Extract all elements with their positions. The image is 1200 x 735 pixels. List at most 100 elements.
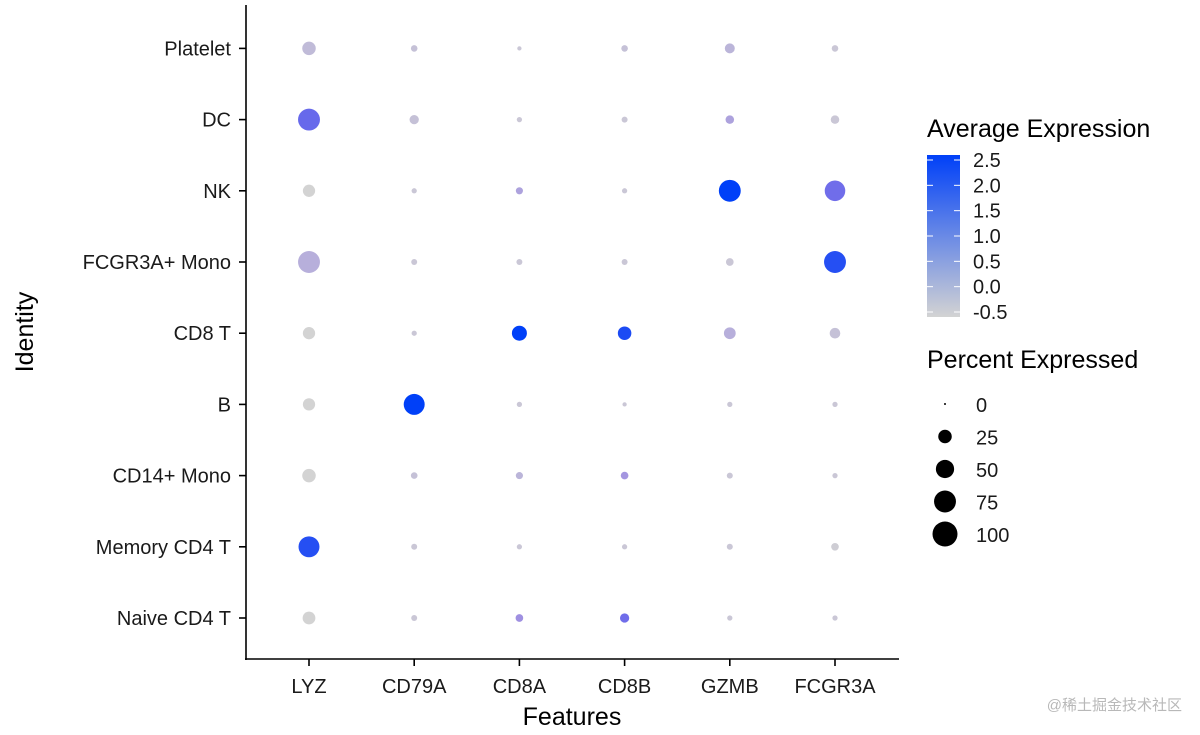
dots-layer bbox=[298, 41, 846, 625]
dot-cd14-mono-fcgr3a bbox=[832, 472, 838, 479]
dot-fcgr3a-mono-fcgr3a bbox=[824, 251, 846, 273]
x-axis-title: Features bbox=[523, 703, 622, 731]
size-legend-dot bbox=[934, 490, 956, 513]
dot-memory-cd4-t-gzmb bbox=[726, 543, 733, 550]
color-legend-label: 0.5 bbox=[973, 251, 1001, 273]
dot-cd14-mono-cd79a bbox=[410, 472, 418, 479]
dot-nk-fcgr3a bbox=[824, 180, 846, 202]
x-tick-label: CD8B bbox=[598, 676, 651, 698]
dot-naive-cd4-t-cd8b bbox=[619, 613, 630, 623]
dot-b-cd8a bbox=[516, 401, 523, 408]
dot-cd8-t-fcgr3a bbox=[829, 327, 841, 339]
size-legend-dot bbox=[944, 403, 946, 405]
plot-area: Naive CD4 T Memory CD4 T CD14+ Mono B CD8 T F… bbox=[83, 5, 899, 698]
size-legend-label: 75 bbox=[976, 493, 998, 515]
x-tick-label: GZMB bbox=[701, 676, 759, 698]
x-axis-ticks: LYZ CD79A CD8A CD8B GZMB FCGR3A bbox=[291, 659, 876, 698]
color-legend-ticks: 2.5 2.0 1.5 1.0 0.5 0.0 -0.5 bbox=[927, 150, 1007, 324]
dot-cd8-t-cd8a bbox=[511, 325, 527, 341]
dot-platelet-fcgr3a bbox=[831, 45, 839, 52]
dot-memory-cd4-t-cd8b bbox=[621, 544, 628, 550]
y-tick-label: Naive CD4 T bbox=[117, 608, 231, 630]
dot-cd8-t-cd8b bbox=[617, 326, 632, 340]
y-tick-label: Memory CD4 T bbox=[96, 537, 231, 559]
size-legend-label: 25 bbox=[976, 428, 998, 450]
dot-fcgr3a-mono-cd79a bbox=[411, 259, 418, 265]
color-legend-label: 1.5 bbox=[973, 201, 1001, 223]
color-legend: Average Expression 2.5 2.0 1.5 1.0 0.5 0.0 -0.… bbox=[927, 115, 1150, 324]
x-tick-label: CD8A bbox=[493, 676, 547, 698]
dot-nk-cd79a bbox=[411, 188, 417, 194]
dot-dc-cd79a bbox=[409, 114, 419, 125]
size-legend: Percent Expressed 0 25 50 75 100 bbox=[927, 346, 1138, 547]
dot-b-gzmb bbox=[727, 401, 733, 408]
color-legend-title: Average Expression bbox=[927, 115, 1150, 143]
dot-naive-cd4-t-gzmb bbox=[727, 615, 733, 621]
dot-cd14-mono-cd8a bbox=[515, 472, 523, 480]
dot-platelet-cd8b bbox=[621, 45, 628, 52]
dot-b-lyz bbox=[302, 398, 316, 411]
y-tick-label: NK bbox=[203, 181, 231, 203]
y-tick-label: B bbox=[218, 394, 231, 416]
y-axis-title: Identity bbox=[11, 291, 39, 372]
dot-cd14-mono-lyz bbox=[302, 468, 316, 483]
x-tick-label: LYZ bbox=[291, 676, 326, 698]
y-tick-label: Platelet bbox=[164, 38, 231, 60]
dot-naive-cd4-t-lyz bbox=[302, 611, 316, 625]
color-legend-label: 2.0 bbox=[973, 175, 1001, 197]
size-legend-label: 100 bbox=[976, 525, 1009, 547]
size-legend-label: 0 bbox=[976, 395, 987, 417]
x-tick-label: CD79A bbox=[382, 676, 447, 698]
dot-memory-cd4-t-fcgr3a bbox=[831, 542, 839, 551]
color-legend-label: 1.0 bbox=[973, 226, 1001, 248]
dot-platelet-gzmb bbox=[724, 43, 735, 54]
dot-dc-cd8a bbox=[516, 116, 523, 123]
size-legend-dot bbox=[932, 521, 958, 547]
x-tick-label: FCGR3A bbox=[794, 676, 876, 698]
size-legend-label: 50 bbox=[976, 460, 998, 482]
color-legend-label: 0.0 bbox=[973, 277, 1001, 299]
dot-platelet-cd8a bbox=[517, 46, 522, 51]
dot-naive-cd4-t-cd79a bbox=[411, 615, 418, 621]
dot-b-cd79a bbox=[403, 393, 425, 415]
color-legend-label: -0.5 bbox=[973, 302, 1007, 324]
dot-cd14-mono-gzmb bbox=[726, 472, 733, 479]
dot-dc-cd8b bbox=[621, 116, 628, 123]
size-legend-dot bbox=[938, 429, 952, 444]
dot-dc-fcgr3a bbox=[830, 115, 840, 124]
dot-naive-cd4-t-fcgr3a bbox=[832, 615, 838, 621]
dot-b-fcgr3a bbox=[832, 401, 838, 408]
dot-dc-gzmb bbox=[725, 115, 735, 124]
dot-platelet-lyz bbox=[302, 41, 316, 56]
dot-fcgr3a-mono-cd8a bbox=[516, 259, 523, 265]
dot-memory-cd4-t-lyz bbox=[298, 536, 320, 558]
dot-nk-cd8a bbox=[515, 187, 523, 195]
dot-memory-cd4-t-cd79a bbox=[411, 543, 418, 550]
y-tick-label: CD14+ Mono bbox=[113, 466, 231, 488]
dot-fcgr3a-mono-cd8b bbox=[621, 259, 628, 265]
size-legend-dot bbox=[935, 459, 955, 479]
dot-cd8-t-cd79a bbox=[411, 330, 417, 336]
dot-platelet-cd79a bbox=[410, 45, 418, 52]
dot-cd14-mono-cd8b bbox=[620, 471, 629, 480]
dot-nk-gzmb bbox=[718, 179, 741, 202]
dot-b-cd8b bbox=[622, 402, 627, 407]
y-axis-ticks: Naive CD4 T Memory CD4 T CD14+ Mono B CD8 T F… bbox=[83, 38, 246, 630]
dot-cd8-t-lyz bbox=[302, 327, 316, 340]
dot-fcgr3a-mono-gzmb bbox=[725, 258, 734, 266]
watermark: @稀土掘金技术社区 bbox=[1047, 697, 1182, 714]
dot-fcgr3a-mono-lyz bbox=[298, 251, 320, 273]
y-tick-label: DC bbox=[202, 110, 231, 132]
y-tick-label: FCGR3A+ Mono bbox=[83, 252, 231, 274]
dot-naive-cd4-t-cd8a bbox=[515, 614, 524, 622]
dot-cd8-t-gzmb bbox=[723, 327, 736, 340]
dot-dc-lyz bbox=[298, 108, 320, 131]
dot-nk-cd8b bbox=[621, 188, 628, 194]
size-legend-items: 0 25 50 75 100 bbox=[932, 395, 1009, 547]
y-tick-label: CD8 T bbox=[174, 323, 231, 345]
color-legend-label: 2.5 bbox=[973, 150, 1001, 172]
dot-nk-lyz bbox=[302, 184, 316, 197]
dot-memory-cd4-t-cd8a bbox=[516, 544, 523, 550]
size-legend-title: Percent Expressed bbox=[927, 346, 1138, 374]
